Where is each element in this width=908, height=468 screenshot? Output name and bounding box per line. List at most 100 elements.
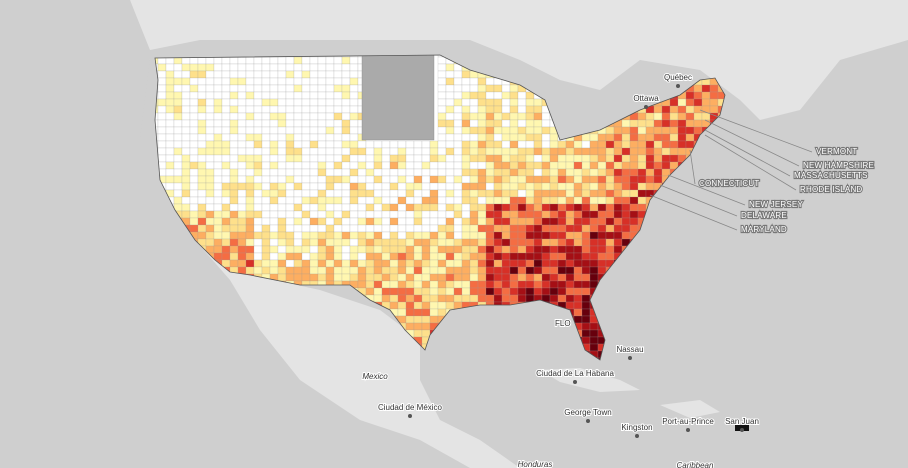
- leader-line: [659, 184, 738, 217]
- county: [461, 273, 471, 282]
- county: [277, 189, 287, 198]
- county: [485, 259, 495, 268]
- county: [365, 175, 375, 184]
- county: [509, 182, 519, 191]
- county: [229, 63, 239, 72]
- county: [365, 217, 375, 226]
- county: [213, 175, 223, 184]
- county: [301, 84, 311, 93]
- county: [629, 203, 639, 212]
- county: [661, 105, 671, 114]
- county: [589, 231, 599, 240]
- county: [437, 196, 447, 205]
- county: [485, 154, 495, 163]
- county: [301, 91, 311, 100]
- county: [565, 161, 575, 170]
- county: [349, 189, 359, 198]
- county: [397, 196, 407, 205]
- county: [597, 182, 607, 191]
- county: [189, 196, 199, 205]
- county: [509, 287, 519, 296]
- place-label: Ciudad de La Habana: [536, 369, 614, 378]
- county: [629, 168, 639, 177]
- county: [341, 126, 351, 135]
- county: [581, 301, 591, 310]
- state-label: VERMONT: [816, 147, 857, 156]
- county: [157, 126, 167, 135]
- county: [349, 252, 359, 261]
- county: [365, 168, 375, 177]
- county: [629, 182, 639, 191]
- county: [669, 112, 679, 121]
- county: [213, 63, 223, 72]
- county: [637, 203, 647, 212]
- county: [509, 224, 519, 233]
- county: [261, 154, 271, 163]
- county: [549, 266, 559, 275]
- county: [645, 182, 655, 191]
- county: [341, 168, 351, 177]
- county: [413, 315, 423, 324]
- county: [485, 168, 495, 177]
- county: [237, 154, 247, 163]
- county: [429, 245, 439, 254]
- county: [509, 238, 519, 247]
- county: [381, 189, 391, 198]
- county: [621, 231, 631, 240]
- county: [437, 84, 447, 93]
- county: [309, 210, 319, 219]
- county: [501, 245, 511, 254]
- county: [549, 231, 559, 240]
- county: [613, 175, 623, 184]
- county: [165, 168, 175, 177]
- county: [333, 252, 343, 261]
- county: [301, 154, 311, 163]
- county: [365, 147, 375, 156]
- county: [181, 161, 191, 170]
- county: [205, 196, 215, 205]
- county: [501, 98, 511, 107]
- county: [677, 140, 687, 149]
- county: [549, 252, 559, 261]
- county: [341, 98, 351, 107]
- county: [565, 287, 575, 296]
- county: [445, 119, 455, 128]
- county: [469, 147, 479, 156]
- county: [661, 112, 671, 121]
- county: [397, 182, 407, 191]
- county: [293, 231, 303, 240]
- county: [525, 266, 535, 275]
- county: [605, 126, 615, 135]
- county: [349, 77, 359, 86]
- leader-line: [704, 134, 797, 191]
- county: [165, 98, 175, 107]
- county: [277, 161, 287, 170]
- county: [197, 56, 207, 65]
- county: [413, 301, 423, 310]
- county: [221, 203, 231, 212]
- county: [445, 280, 455, 289]
- county: [637, 154, 647, 163]
- county: [565, 147, 575, 156]
- county: [157, 133, 167, 142]
- county: [213, 224, 223, 233]
- place-label: FLO: [555, 319, 571, 328]
- county: [525, 98, 535, 107]
- county: [333, 84, 343, 93]
- county: [397, 161, 407, 170]
- county: [669, 126, 679, 135]
- county: [525, 196, 535, 205]
- county: [221, 84, 231, 93]
- county: [637, 126, 647, 135]
- county: [453, 119, 463, 128]
- county: [501, 91, 511, 100]
- county: [469, 91, 479, 100]
- county: [413, 189, 423, 198]
- county: [445, 105, 455, 114]
- county: [445, 182, 455, 191]
- county: [181, 63, 191, 72]
- county: [341, 203, 351, 212]
- county: [269, 231, 279, 240]
- county: [437, 217, 447, 226]
- county: [525, 105, 535, 114]
